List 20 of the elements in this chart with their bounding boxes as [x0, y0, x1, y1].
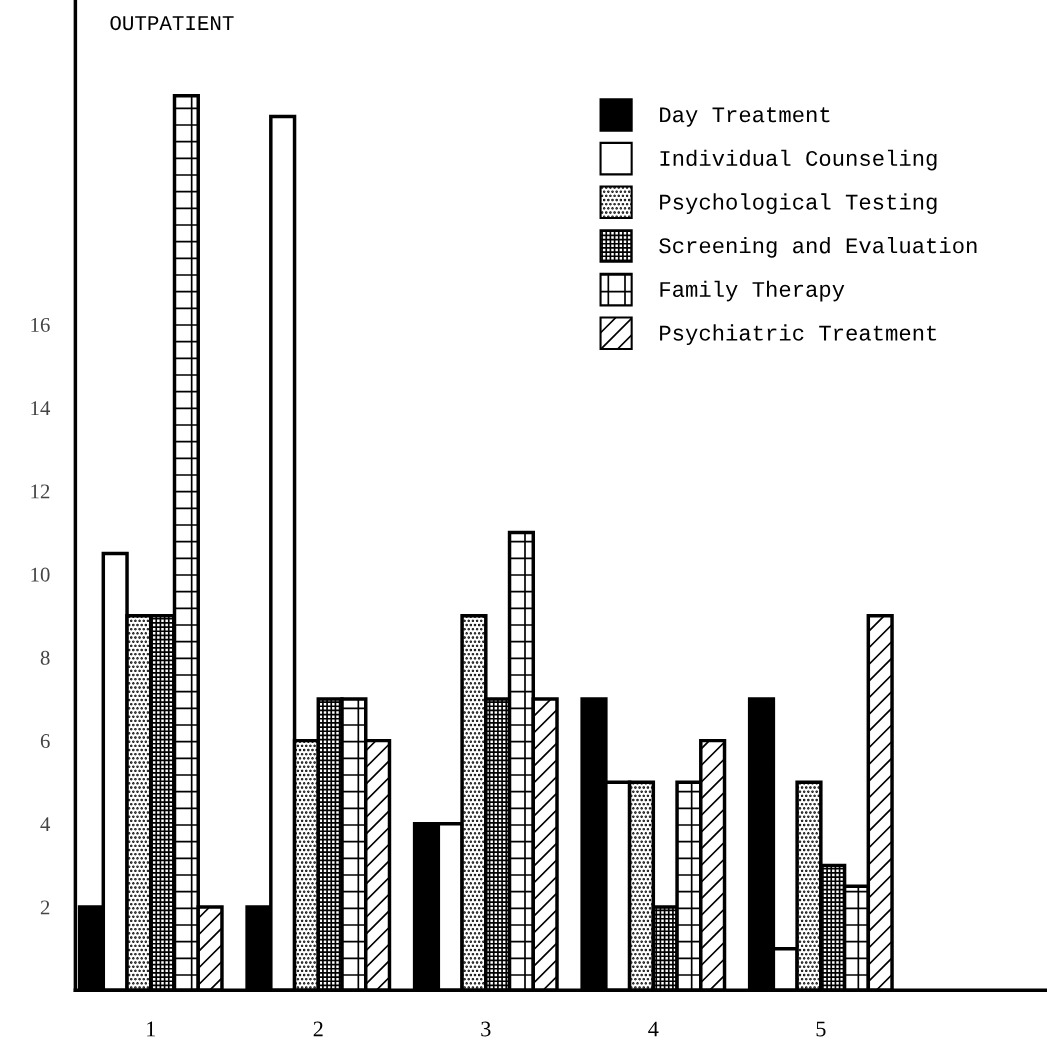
y-tick-label: 10 — [31, 567, 50, 582]
legend-label: Individual Counseling — [660, 149, 937, 171]
x-tick-label: 5 — [816, 1021, 826, 1037]
y-tick-label: 8 — [40, 650, 50, 665]
x-tick-label: 3 — [481, 1021, 491, 1037]
y-tick-label: 2 — [40, 900, 50, 915]
legend-label: Psychological Testing — [660, 193, 937, 215]
legend-label: Family Therapy — [660, 280, 845, 302]
y-tick-label: 12 — [31, 484, 50, 499]
x-tick-label: 1 — [147, 1021, 155, 1037]
x-tick-label: 4 — [648, 1021, 659, 1037]
legend-label: Screening and Evaluation — [659, 237, 977, 258]
y-tick-label: 14 — [31, 401, 51, 415]
y-tick-label: 6 — [40, 734, 50, 749]
x-tick-label: 2 — [313, 1021, 323, 1037]
y-tick-label: 4 — [40, 817, 51, 832]
legend-label: Psychiatric Treatment — [660, 324, 937, 346]
legend-label: Day Treatment — [660, 107, 830, 127]
y-tick-label: 16 — [31, 317, 50, 332]
text: OUTPATIENT — [110, 16, 234, 31]
